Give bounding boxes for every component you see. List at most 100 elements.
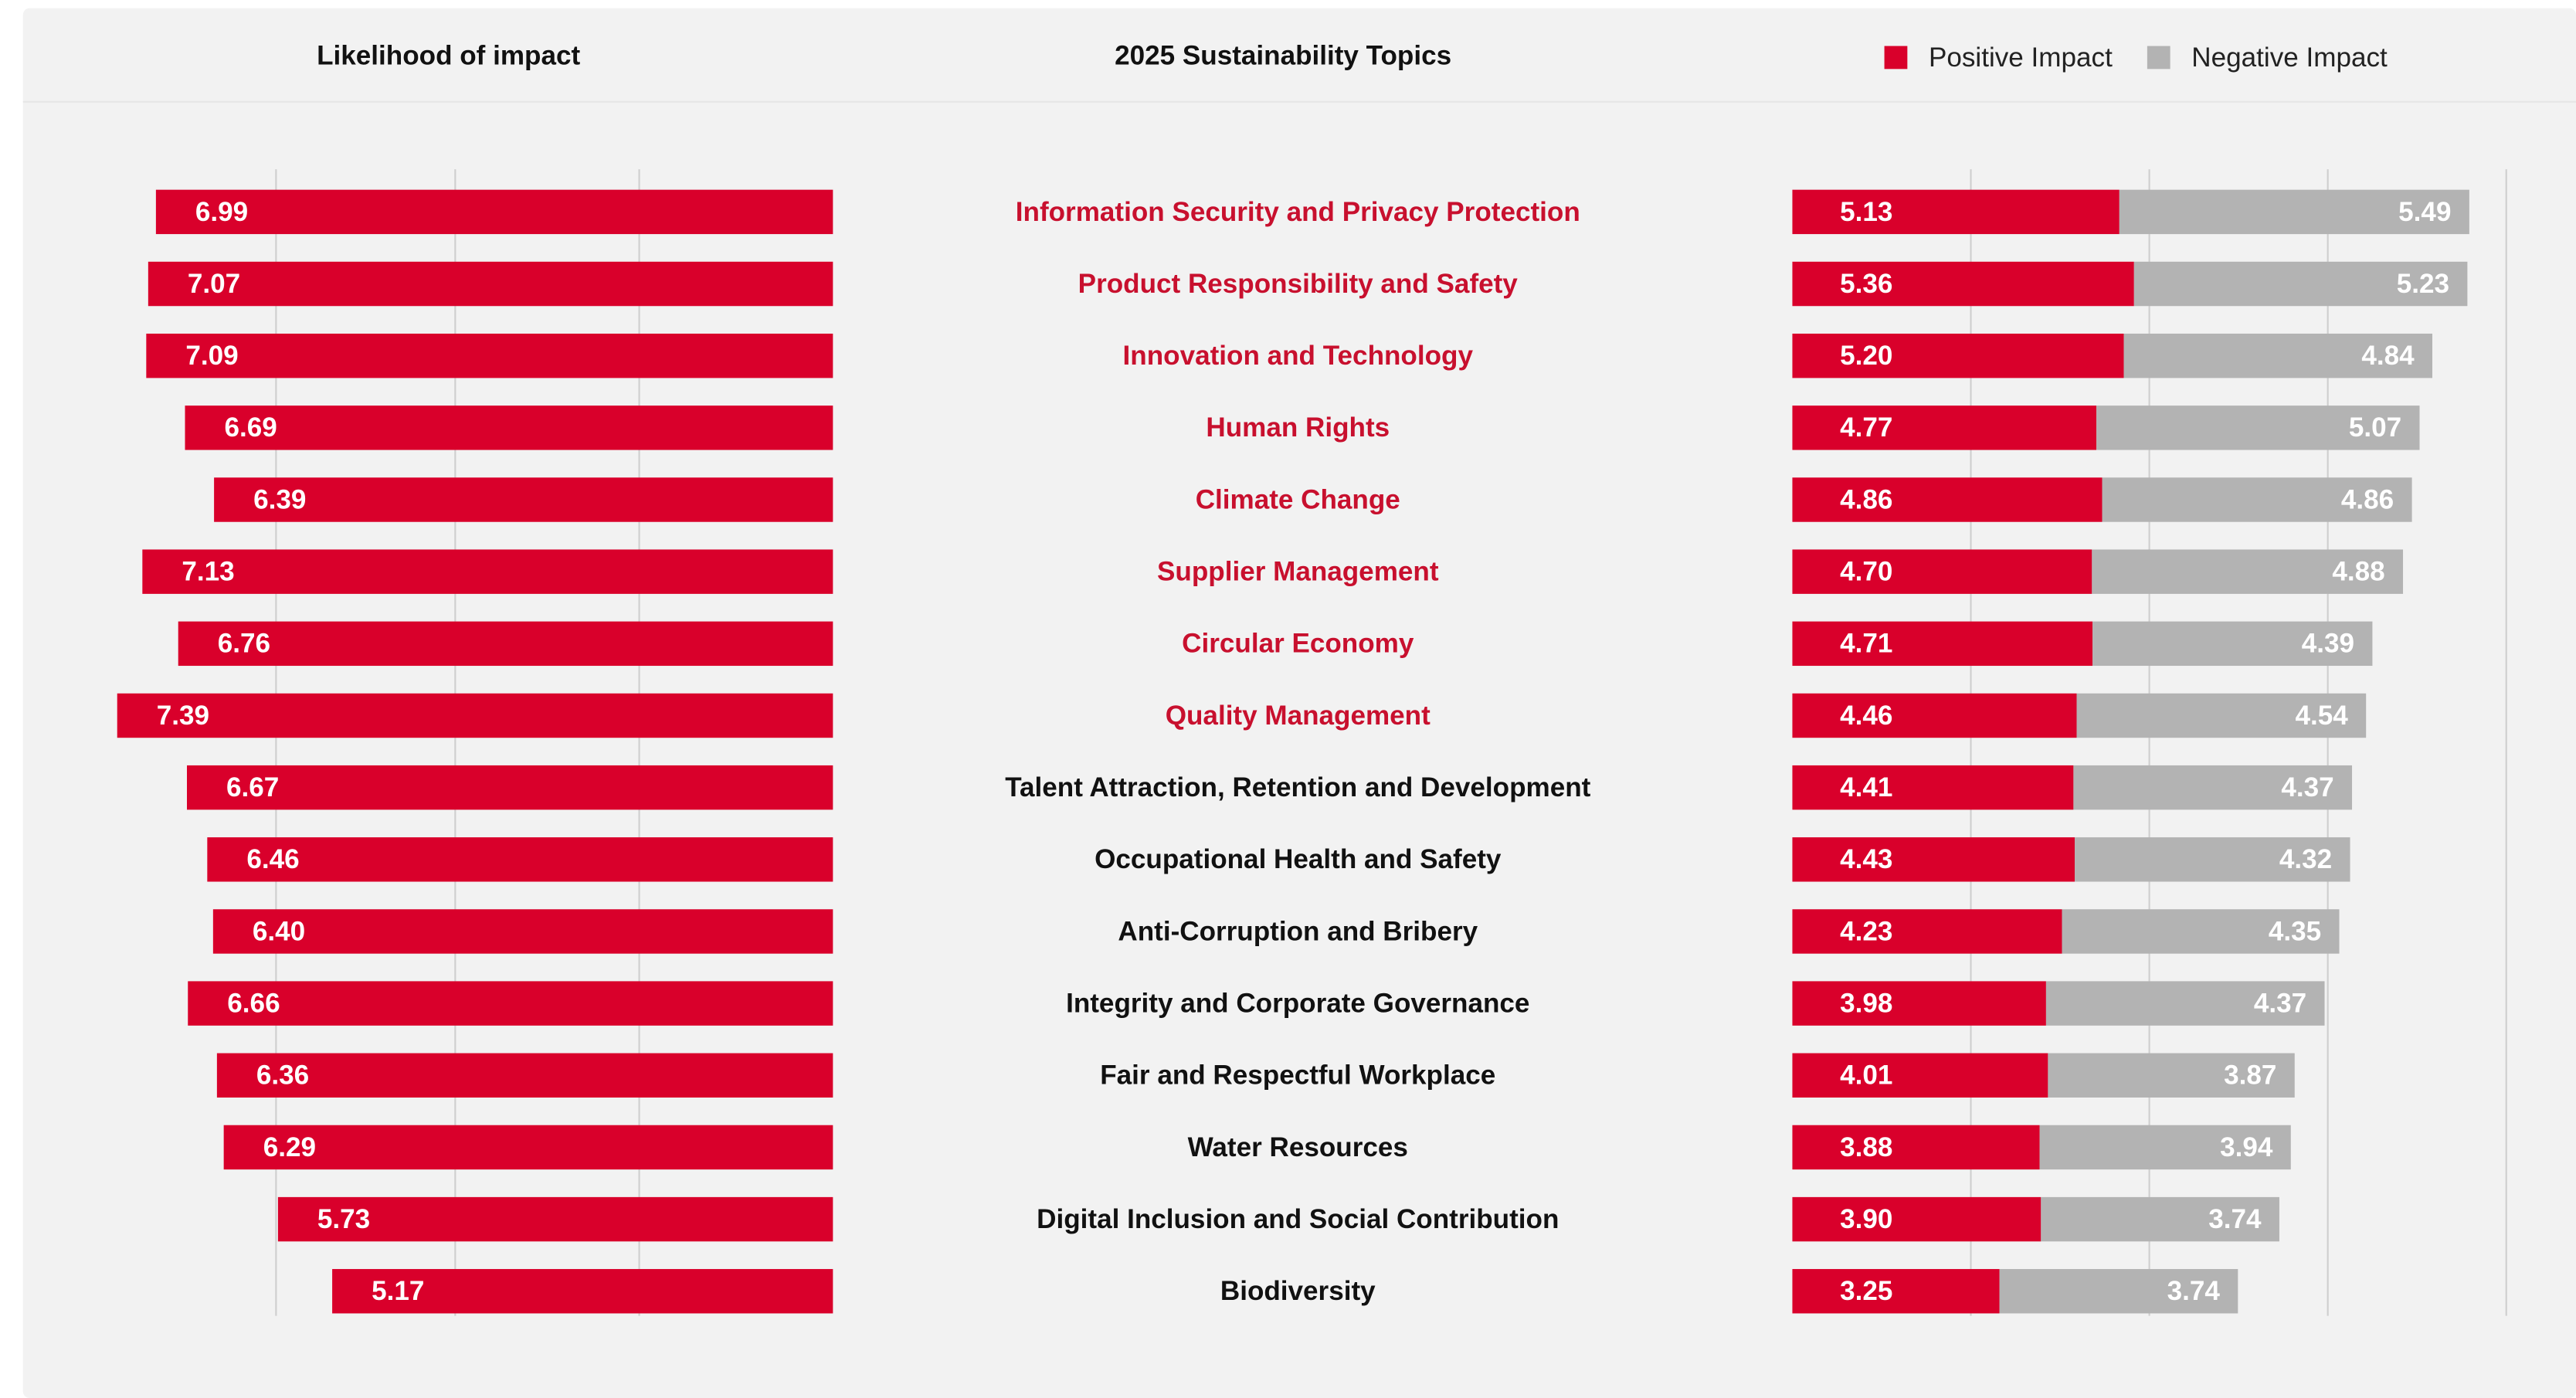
value-label: 4.54 — [2296, 701, 2349, 731]
bar — [207, 837, 833, 882]
value-label: 3.88 — [1840, 1132, 1892, 1162]
bar-segment — [2102, 477, 2412, 522]
value-label: 4.77 — [1840, 412, 1892, 443]
bar — [178, 621, 833, 667]
bar-segment — [1792, 765, 2074, 810]
bar-segment — [1792, 1053, 2048, 1098]
bar-segment — [1792, 1125, 2040, 1170]
category-label: Human Rights — [1206, 412, 1390, 443]
bar-segment — [1792, 549, 2092, 594]
bar — [187, 765, 833, 810]
bar-segment — [2123, 333, 2433, 378]
bar-segment — [2041, 1196, 2279, 1242]
bar — [216, 1053, 833, 1098]
legend-label: Positive Impact — [1929, 42, 2113, 73]
category-label: Circular Economy — [1182, 629, 1414, 659]
value-label: 5.36 — [1840, 269, 1892, 299]
bar-segment — [2062, 909, 2340, 954]
bar — [332, 1269, 833, 1314]
value-label: 4.35 — [2269, 916, 2321, 946]
bar-segment — [1792, 837, 2075, 882]
category-label: Innovation and Technology — [1123, 341, 1474, 371]
bar-segment — [1792, 621, 2093, 667]
legend-label: Negative Impact — [2191, 42, 2388, 73]
bar — [277, 1196, 833, 1242]
category-label: Occupational Health and Safety — [1095, 844, 1502, 874]
bar-segment — [2092, 621, 2373, 667]
value-label: 7.39 — [157, 701, 209, 731]
bar — [212, 909, 833, 954]
value-label: 6.76 — [218, 629, 270, 659]
value-label: 3.25 — [1840, 1276, 1892, 1306]
category-label: Climate Change — [1196, 484, 1400, 514]
bar-segment — [1792, 1269, 2000, 1314]
bar-segment — [2073, 765, 2353, 810]
value-label: 7.09 — [185, 341, 238, 371]
value-label: 4.23 — [1840, 916, 1892, 946]
value-label: 4.37 — [2254, 989, 2306, 1019]
grid — [275, 169, 2507, 1316]
category-label: Fair and Respectful Workplace — [1100, 1060, 1495, 1091]
value-label: 7.07 — [188, 269, 240, 299]
bar-segment — [2119, 189, 2469, 235]
bar-segment — [1792, 1196, 2041, 1242]
value-label: 3.98 — [1840, 989, 1892, 1019]
value-label: 5.49 — [2398, 197, 2451, 227]
value-label: 6.36 — [256, 1060, 309, 1091]
category-label: Water Resources — [1188, 1132, 1408, 1162]
value-label: 5.07 — [2349, 412, 2401, 443]
bar-segment — [1792, 981, 2046, 1026]
bar — [142, 549, 833, 594]
category-label: Information Security and Privacy Protect… — [1016, 197, 1580, 227]
value-label: 4.84 — [2361, 341, 2415, 371]
value-label: 6.29 — [263, 1132, 316, 1162]
marks: 6.99 Information Security and Privacy Pro… — [117, 189, 2469, 1314]
value-label: 5.13 — [1840, 197, 1892, 227]
value-label: 6.40 — [253, 916, 305, 946]
bar-segment — [1792, 261, 2134, 307]
value-label: 5.23 — [2397, 269, 2449, 299]
bar — [214, 477, 833, 522]
bar-segment — [2075, 837, 2350, 882]
value-label: 3.74 — [2208, 1204, 2262, 1234]
value-label: 7.13 — [182, 557, 234, 587]
bar — [223, 1125, 833, 1170]
value-label: 4.43 — [1840, 844, 1892, 874]
bar-segment — [1999, 1269, 2238, 1314]
value-label: 6.46 — [246, 844, 299, 874]
topics-title: 2025 Sustainability Topics — [1115, 41, 1451, 71]
value-label: 4.71 — [1840, 629, 1892, 659]
value-label: 4.70 — [1840, 557, 1892, 587]
value-label: 4.46 — [1840, 701, 1892, 731]
legend-swatch — [2147, 46, 2170, 70]
value-label: 6.69 — [225, 412, 277, 443]
bar — [146, 333, 833, 378]
category-label: Integrity and Corporate Governance — [1066, 989, 1529, 1019]
bar-segment — [1792, 333, 2124, 378]
value-label: 4.01 — [1840, 1060, 1892, 1091]
value-label: 4.41 — [1840, 772, 1892, 802]
value-label: 6.66 — [227, 989, 280, 1019]
category-label: Digital Inclusion and Social Contributio… — [1037, 1204, 1559, 1234]
category-label: Talent Attraction, Retention and Develop… — [1005, 772, 1590, 802]
category-label: Quality Management — [1166, 701, 1431, 731]
value-label: 6.39 — [253, 484, 306, 514]
value-label: 5.20 — [1840, 341, 1892, 371]
bar-segment — [2133, 261, 2468, 307]
value-label: 6.67 — [226, 772, 279, 802]
bar-segment — [2045, 981, 2325, 1026]
value-label: 3.94 — [2220, 1132, 2273, 1162]
bar-segment — [2048, 1053, 2295, 1098]
left-title: Likelihood of impact — [317, 41, 580, 71]
legend-swatch — [1884, 46, 1908, 70]
value-label: 4.32 — [2279, 844, 2332, 874]
bar-segment — [1792, 189, 2120, 235]
bar-segment — [1792, 693, 2077, 738]
bar-segment — [1792, 909, 2062, 954]
bar-segment — [2076, 693, 2367, 738]
value-label: 3.74 — [2167, 1276, 2221, 1306]
category-label: Supplier Management — [1157, 557, 1439, 587]
bar-segment — [2039, 1125, 2291, 1170]
value-label: 5.17 — [372, 1276, 424, 1306]
